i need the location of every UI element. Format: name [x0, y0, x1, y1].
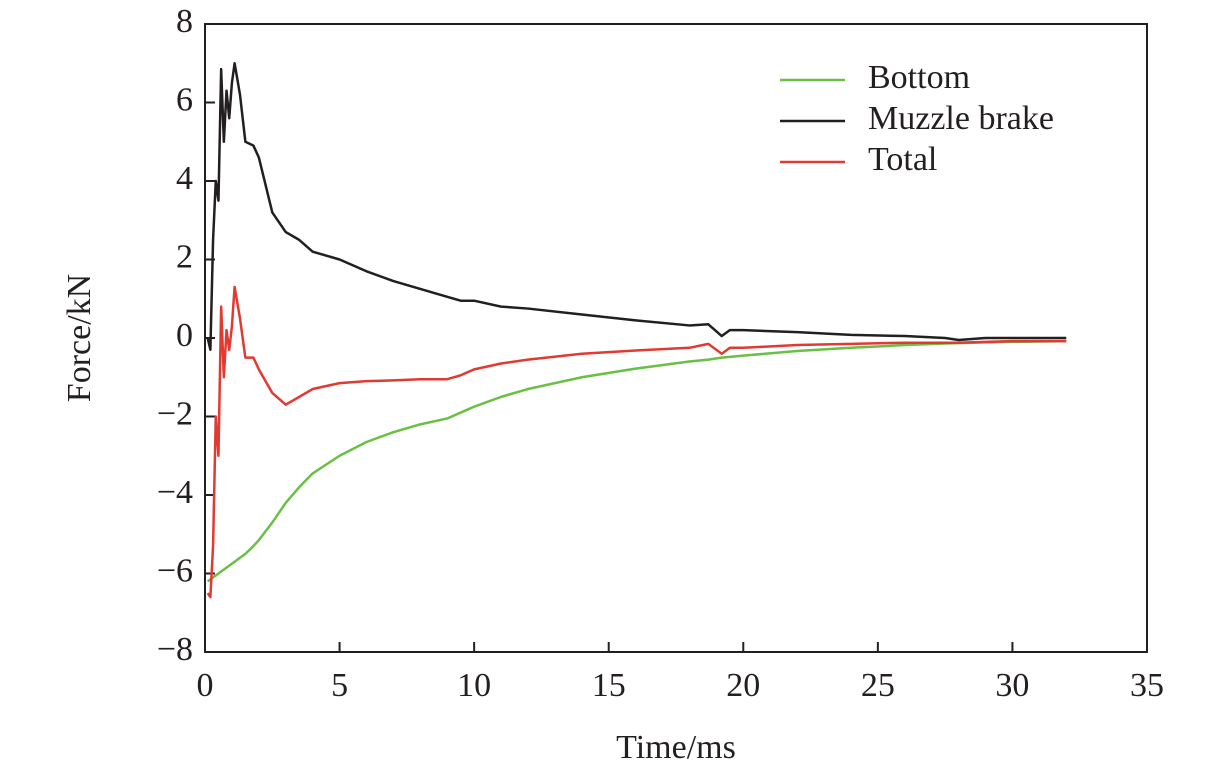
y-tick-label: −6 [157, 552, 193, 589]
y-tick-label: −2 [157, 395, 193, 432]
x-tick-label: 30 [995, 667, 1029, 704]
x-tick-label: 0 [197, 667, 214, 704]
x-tick-label: 25 [861, 667, 895, 704]
x-tick-label: 20 [726, 667, 760, 704]
y-tick-label: 4 [176, 160, 193, 197]
data-line [206, 62, 1067, 352]
y-tick-label: −4 [157, 474, 193, 511]
legend-label: Total [868, 141, 937, 178]
x-tick-label: 15 [592, 667, 626, 704]
legend-label: Muzzle brake [868, 100, 1054, 137]
y-tick-label: −8 [157, 631, 193, 668]
data-line [206, 285, 1067, 599]
y-tick-label: 2 [176, 238, 193, 275]
y-axis-label: Force/kN [61, 274, 98, 402]
y-tick-label: 6 [176, 81, 193, 118]
x-axis-label: Time/ms [616, 729, 736, 766]
y-tick-label: 0 [176, 317, 193, 354]
data-line [206, 339, 1067, 583]
legend-label: Bottom [868, 59, 970, 96]
x-tick-label: 10 [457, 667, 491, 704]
x-tick-label: 5 [331, 667, 348, 704]
y-tick-label: 8 [176, 3, 193, 40]
x-tick-label: 35 [1130, 667, 1164, 704]
